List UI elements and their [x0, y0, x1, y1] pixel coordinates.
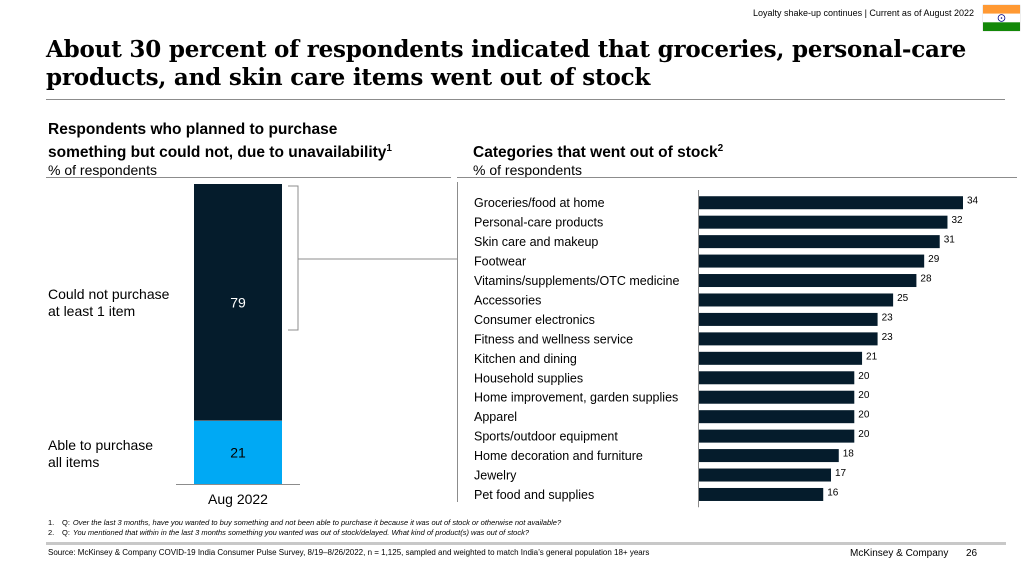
bar-value-label: 25 — [897, 293, 909, 304]
right-panel-header: Categories that went out of stock2 % of … — [473, 139, 873, 179]
title-divider — [46, 99, 1005, 100]
bar-value-label: 20 — [858, 371, 870, 382]
bar-value-label: 29 — [928, 254, 940, 265]
footnote-2: 2. Q: You mentioned that within in the las… — [48, 528, 530, 537]
bar — [699, 196, 963, 210]
footer-divider — [46, 542, 1006, 545]
category-label: Accessories — [474, 293, 541, 307]
category-label: Home decoration and furniture — [474, 449, 643, 463]
bar-row: Apparel 20 — [474, 410, 870, 425]
category-label: Kitchen and dining — [474, 352, 577, 366]
tracker-text: Loyalty shake-up continues | Current as … — [753, 8, 974, 18]
bar — [699, 449, 839, 463]
right-header-divider — [457, 177, 1017, 178]
bar-row: Jewelry 17 — [474, 468, 847, 483]
category-label: Vitamins/supplements/OTC medicine — [474, 274, 679, 288]
left-header-divider — [46, 177, 451, 178]
stacked-bar-segment-1 — [194, 421, 282, 484]
bar-value-label: 34 — [967, 196, 979, 207]
category-label: Sports/outdoor equipment — [474, 430, 618, 444]
stacked-bar-value: 21 — [230, 445, 246, 461]
category-label: Consumer electronics — [474, 313, 595, 327]
category-label: Footwear — [474, 255, 526, 269]
bar-row: Home improvement, garden supplies 20 — [474, 390, 870, 405]
flag-saffron-band — [983, 5, 1020, 14]
left-panel-unit: % of respondents — [48, 162, 157, 179]
bar-row: Footwear 29 — [474, 254, 940, 269]
bar-value-label: 21 — [866, 351, 878, 362]
bar-value-label: 16 — [827, 487, 839, 498]
category-label: Home improvement, garden supplies — [474, 391, 678, 405]
bar-value-label: 17 — [835, 468, 847, 479]
bar-value-label: 18 — [843, 449, 855, 460]
bar — [699, 429, 855, 443]
x-tick-label: Aug 2022 — [208, 491, 268, 507]
right-panel-title: Categories that went out of stock2 — [473, 143, 724, 162]
segment-label-could-not: Could not purchase at least 1 item — [48, 286, 170, 319]
bar-value-label: 28 — [920, 274, 932, 285]
bar-row: Pet food and supplies 16 — [474, 487, 839, 502]
bar-row: Personal-care products 32 — [474, 215, 963, 230]
left-panel-title-line1: Respondents who planned to purchase — [48, 121, 338, 138]
category-label: Personal-care products — [474, 216, 603, 230]
category-label: Household supplies — [474, 371, 583, 385]
bar-value-label: 20 — [858, 410, 870, 421]
horizontal-bar-chart: Groceries/food at home 34 Personal-care pr… — [457, 182, 979, 508]
footnote-1: 1. Q: Over the last 3 months, have you wan… — [48, 518, 562, 527]
footnotes: 1. Q: Over the last 3 months, have you wan… — [48, 518, 561, 538]
page-number: 26 — [966, 548, 978, 559]
bar — [699, 235, 940, 249]
bar-row: Accessories 25 — [474, 293, 909, 308]
bar-value-label: 31 — [944, 235, 956, 246]
flag-green-band — [983, 22, 1020, 31]
left-panel-title-line2: something but could not, due to unavaila… — [48, 143, 392, 162]
bar-row: Vitamins/supplements/OTC medicine 28 — [474, 274, 932, 289]
bar — [699, 371, 855, 385]
bar — [699, 351, 863, 365]
bar-value-label: 20 — [858, 429, 870, 440]
bar-row: Consumer electronics 23 — [474, 312, 893, 327]
bar-row: Home decoration and furniture 18 — [474, 449, 854, 464]
left-panel-header: Respondents who planned to purchase some… — [48, 120, 448, 179]
bar-value-label: 23 — [882, 312, 894, 323]
bar-row: Groceries/food at home 34 — [474, 196, 979, 211]
bar — [699, 390, 855, 404]
page-title: About 30 percent of respondents indicate… — [46, 36, 967, 91]
footnote-ref-2: 2 — [717, 143, 724, 154]
brand-name: McKinsey & Company — [850, 548, 949, 559]
category-label: Skin care and makeup — [474, 235, 598, 249]
bar — [699, 312, 878, 326]
bar — [699, 332, 878, 346]
bar — [699, 274, 917, 288]
bar-row: Kitchen and dining 21 — [474, 351, 878, 366]
bar-value-label: 20 — [858, 390, 870, 401]
source-note: Source: McKinsey & Company COVID-19 Indi… — [48, 548, 650, 557]
bar-row: Household supplies 20 — [474, 371, 870, 386]
category-label: Jewelry — [474, 469, 517, 483]
category-label: Groceries/food at home — [474, 196, 605, 210]
footnote-ref-1: 1 — [386, 143, 392, 154]
stacked-bar-chart: 79 21 Aug 2022 — [176, 184, 457, 507]
bar — [699, 487, 824, 501]
bar-value-label: 23 — [882, 332, 894, 343]
stacked-bar-value: 79 — [230, 295, 246, 311]
bar — [699, 293, 894, 307]
bar-row: Fitness and wellness service 23 — [474, 332, 893, 347]
bar-row: Sports/outdoor equipment 20 — [474, 429, 870, 444]
segment-label-able: Able to purchase all items — [48, 437, 154, 470]
category-label: Fitness and wellness service — [474, 332, 633, 346]
bar — [699, 254, 925, 268]
right-panel-unit: % of respondents — [473, 162, 582, 179]
flag-chakra — [997, 14, 1006, 22]
category-label: Apparel — [474, 410, 517, 424]
bar — [699, 215, 948, 229]
india-flag-icon — [983, 5, 1020, 31]
bracket — [288, 185, 299, 331]
category-label: Pet food and supplies — [474, 488, 594, 502]
stacked-bar-segment-0 — [194, 184, 282, 421]
bar — [699, 410, 855, 424]
bar-row: Skin care and makeup 31 — [474, 235, 955, 250]
bar-value-label: 32 — [951, 215, 963, 226]
bar — [699, 468, 831, 482]
